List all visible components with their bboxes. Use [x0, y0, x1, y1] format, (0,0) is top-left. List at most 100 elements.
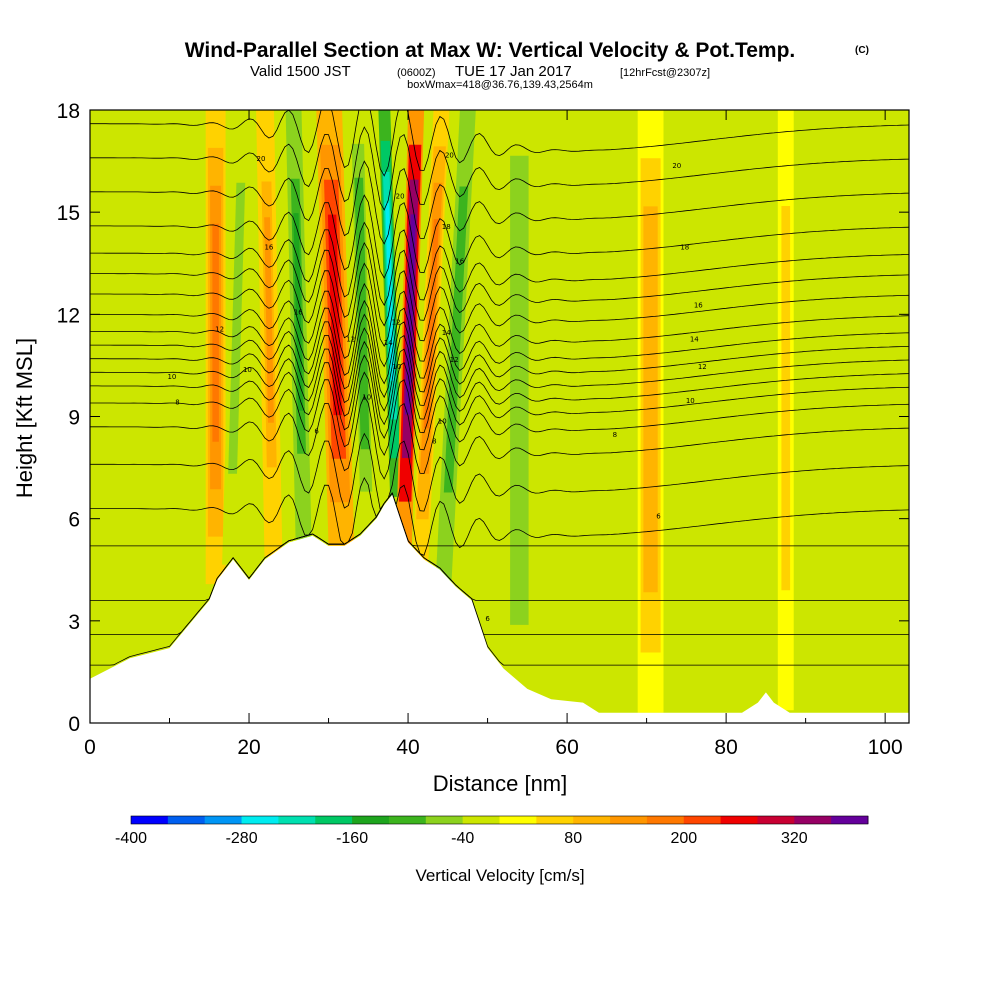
plot-area: 10 8 12 10 20 16 16 6 12 10 14 12 10 20 20 18 16 14 12 10 8 2…: [90, 110, 909, 723]
colorbar: -400 -280 -160 -40 80 200 320: [115, 815, 869, 847]
x-tick-label: 60: [555, 736, 578, 759]
isentrope-line: [90, 221, 909, 307]
velocity-band: [646, 254, 655, 532]
x-tick-label: 40: [396, 736, 419, 759]
isentrope-label: 10: [392, 363, 401, 371]
isentrope-label: 10: [362, 394, 371, 402]
isentrope-line: [90, 241, 909, 327]
colorbar-swatch: [720, 816, 758, 824]
isentrope-label: 6: [485, 615, 490, 623]
colorbar-swatch: [757, 816, 795, 824]
velocity-band: [515, 247, 524, 511]
isentrope-line: [90, 395, 909, 480]
colorbar-label: Vertical Velocity [cm/s]: [415, 866, 584, 885]
colorbar-tick-label: -160: [336, 830, 368, 847]
isentrope-label: 20: [672, 162, 681, 170]
velocity-band: [448, 224, 465, 445]
velocity-band: [231, 219, 243, 429]
terrain-profile: [90, 494, 909, 723]
isentrope-label: 12: [450, 356, 459, 364]
copyright-mark: (C): [855, 45, 869, 56]
y-tick-label: 18: [57, 100, 80, 123]
isentrope-label: 8: [432, 438, 436, 446]
isentrope-label: 14: [690, 336, 699, 344]
isentrope-line: [90, 432, 909, 512]
colorbar-swatch: [831, 816, 869, 824]
velocity-band: [264, 217, 274, 423]
isentrope-label: 18: [442, 223, 451, 231]
isentrope-labels: 10 8 12 10 20 16 16 6 12 10 14 12 10 20 20 18 16 14 12 10 8 2…: [167, 152, 706, 623]
isentrope-label: 10: [438, 417, 447, 425]
colorbar-swatch: [315, 816, 353, 824]
velocity-band: [424, 219, 439, 429]
isentrope-line: [90, 160, 909, 245]
colorbar-swatch: [499, 816, 537, 824]
isentrope-label: 10: [243, 366, 252, 374]
x-axis-label: Distance [nm]: [433, 771, 568, 796]
isentrope-label: 8: [613, 431, 617, 439]
isentrope-line: [90, 476, 909, 556]
isentrope-label: 14: [384, 339, 393, 347]
y-axis: 0 3 6 9 12 15 18: [57, 100, 909, 736]
isentrope-line: [90, 340, 909, 426]
velocity-band: [405, 214, 416, 415]
colorbar-tick-label: 80: [564, 830, 582, 847]
isentrope-label: 14: [442, 329, 451, 337]
isentrope-label: 16: [455, 257, 464, 265]
colorbar-frame: [130, 815, 869, 825]
isentrope-line: [90, 262, 909, 348]
colorbar-swatch: [462, 816, 500, 824]
colorbar-tick-label: 200: [670, 830, 697, 847]
x-tick-label: 0: [84, 736, 96, 759]
isentrope-label: 20: [396, 193, 405, 201]
y-tick-label: 9: [68, 407, 80, 430]
velocity-band: [212, 223, 219, 442]
forecast-info: [12hrFcst@2307z]: [620, 67, 710, 79]
isentrope-line: [90, 299, 909, 385]
colorbar-swatch: [573, 816, 611, 824]
x-tick-label: 100: [868, 736, 903, 759]
chart-title: Wind-Parallel Section at Max W: Vertical…: [185, 39, 796, 62]
isentrope-label: 10: [167, 373, 176, 381]
colorbar-swatch: [683, 816, 722, 824]
colorbar-swatch: [204, 816, 243, 824]
y-tick-label: 6: [68, 509, 80, 532]
colorbar-tick-label: -280: [226, 830, 258, 847]
velocity-field: [205, 110, 794, 713]
isentrope-label: 16: [694, 302, 703, 310]
colorbar-tick-label: 320: [781, 830, 808, 847]
y-tick-label: 0: [68, 713, 80, 736]
isentrope-label: 12: [392, 319, 401, 327]
isentrope-label: 12: [346, 336, 355, 344]
colorbar-swatch: [278, 816, 316, 824]
colorbar-swatch: [536, 816, 574, 824]
isentrope-line: [90, 371, 909, 457]
x-axis: 0 20 40 60 80 100: [84, 110, 903, 759]
box-wmax-info: boxWmax=418@36.76,139.43,2564m: [407, 79, 593, 91]
isentrope-label: 18: [680, 244, 689, 252]
colorbar-swatch: [794, 816, 832, 824]
colorbar-swatch: [241, 816, 279, 824]
colorbar-tick-label: -40: [451, 830, 474, 847]
isentrope-label: 6: [656, 513, 661, 521]
isentrope-label: 20: [257, 155, 266, 163]
isentrope-line: [90, 110, 909, 177]
isentrope-line: [90, 194, 909, 279]
isentrope-label: 16: [294, 308, 303, 316]
isentrope-label: 6: [314, 428, 319, 436]
colorbar-tick-label: -400: [115, 830, 147, 847]
x-tick-label: 80: [714, 736, 737, 759]
colorbar-swatch: [610, 816, 648, 824]
valid-time-utc: (0600Z): [397, 67, 436, 79]
isentrope-line: [90, 327, 909, 412]
isentrope-label: 10: [686, 397, 695, 405]
y-tick-label: 15: [57, 202, 80, 225]
colorbar-swatch: [352, 816, 390, 824]
colorbar-swatch: [646, 816, 685, 824]
x-tick-label: 20: [237, 736, 260, 759]
isentrope-line: [90, 354, 909, 440]
isentrope-line: [90, 492, 909, 547]
velocity-band: [783, 254, 789, 531]
valid-time-prefix: Valid 1500 JST: [250, 63, 351, 80]
